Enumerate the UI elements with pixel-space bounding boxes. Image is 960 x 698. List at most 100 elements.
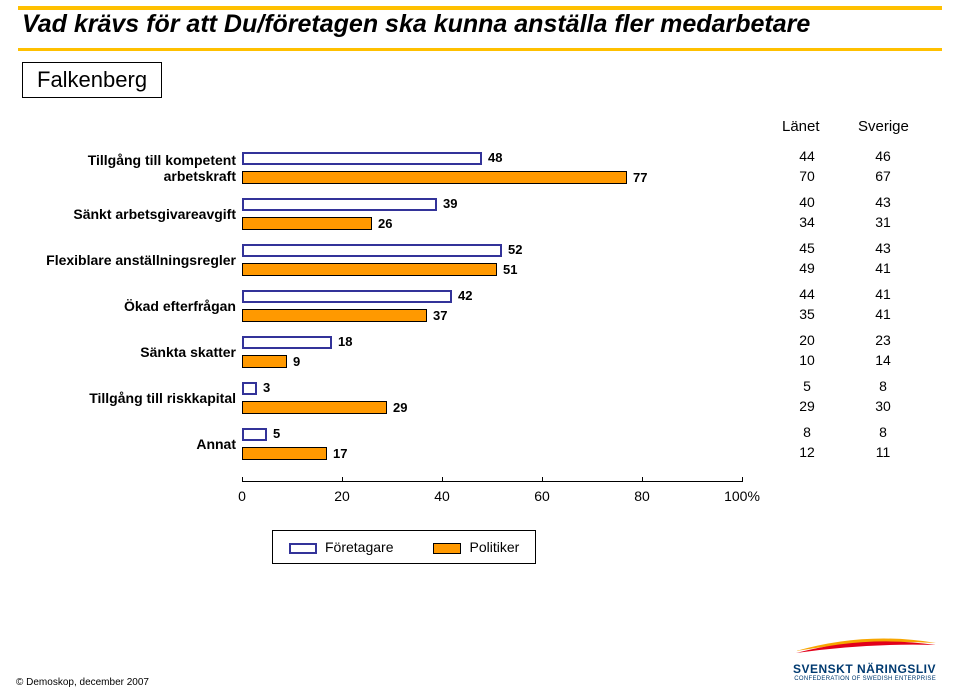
bar-value: 51 (503, 262, 517, 277)
bar-value: 48 (488, 150, 502, 165)
bar-value: 9 (293, 354, 300, 369)
bar-value: 52 (508, 242, 522, 257)
chart-row: Flexiblare anställningsregler 52 51 (22, 238, 742, 282)
logo-text: SVENSKT NÄRINGSLIV (793, 662, 936, 676)
bar-value: 77 (633, 170, 647, 185)
legend-item-politiker: Politiker (433, 539, 519, 555)
swatch-politiker (433, 543, 461, 554)
brand-logo: SVENSKT NÄRINGSLIV CONFEDERATION OF SWED… (793, 637, 936, 682)
bar-politiker (242, 355, 287, 368)
bar-value: 26 (378, 216, 392, 231)
side-value-lanet: 44 (782, 286, 832, 302)
x-tick-label: 40 (434, 488, 450, 504)
side-value-sverige: 11 (858, 444, 908, 460)
bar-politiker (242, 401, 387, 414)
bar-value: 17 (333, 446, 347, 461)
swoosh-icon (796, 637, 936, 655)
bar-chart: Tillgång till kompetent arbetskraft 48 77 S… (22, 142, 742, 522)
side-value-lanet: 34 (782, 214, 832, 230)
legend: Företagare Politiker (272, 530, 536, 564)
chart-row: Tillgång till riskkapital329 (22, 376, 742, 420)
x-tick-mark (742, 477, 743, 482)
side-value-sverige: 41 (858, 260, 908, 276)
bar-politiker (242, 447, 327, 460)
bar-value: 39 (443, 196, 457, 211)
bar-företagare (242, 382, 257, 395)
bar-value: 42 (458, 288, 472, 303)
legend-item-foretagare: Företagare (289, 539, 393, 555)
side-value-lanet: 40 (782, 194, 832, 210)
bar-företagare (242, 244, 502, 257)
side-value-sverige: 46 (858, 148, 908, 164)
col-header-sverige: Sverige (858, 118, 909, 135)
page-title: Vad krävs för att Du/företagen ska kunna… (22, 10, 810, 39)
bar-företagare (242, 336, 332, 349)
x-tick-label: 80 (634, 488, 650, 504)
bar-företagare (242, 290, 452, 303)
x-tick-mark (342, 477, 343, 482)
side-value-sverige: 23 (858, 332, 908, 348)
category-label: Annat (22, 436, 236, 452)
bar-företagare (242, 428, 267, 441)
side-value-sverige: 14 (858, 352, 908, 368)
category-label: Flexiblare anställningsregler (22, 252, 236, 268)
x-axis (242, 481, 742, 482)
bar-politiker (242, 217, 372, 230)
swatch-foretagare (289, 543, 317, 554)
bar-företagare (242, 198, 437, 211)
side-value-lanet: 8 (782, 424, 832, 440)
side-value-lanet: 49 (782, 260, 832, 276)
side-value-lanet: 35 (782, 306, 832, 322)
side-value-sverige: 43 (858, 240, 908, 256)
side-value-sverige: 41 (858, 306, 908, 322)
side-value-sverige: 8 (858, 424, 908, 440)
footer-copyright: © Demoskop, december 2007 (16, 677, 149, 688)
x-tick-label: 20 (334, 488, 350, 504)
legend-label: Politiker (469, 539, 519, 555)
side-value-sverige: 41 (858, 286, 908, 302)
x-tick-mark (442, 477, 443, 482)
side-value-lanet: 44 (782, 148, 832, 164)
category-label: Sänkt arbetsgivareavgift (22, 206, 236, 222)
bar-politiker (242, 309, 427, 322)
side-value-lanet: 45 (782, 240, 832, 256)
side-value-lanet: 29 (782, 398, 832, 414)
category-label: Tillgång till riskkapital (22, 390, 236, 406)
category-label: Tillgång till kompetent arbetskraft (22, 152, 236, 184)
side-value-lanet: 5 (782, 378, 832, 394)
side-value-lanet: 70 (782, 168, 832, 184)
bar-value: 3 (263, 380, 270, 395)
bar-politiker (242, 263, 497, 276)
chart-row: Sänkta skatter 18 9 (22, 330, 742, 374)
bar-företagare (242, 152, 482, 165)
logo-subtext: CONFEDERATION OF SWEDISH ENTERPRISE (793, 676, 936, 682)
chart-row: Tillgång till kompetent arbetskraft 48 77 (22, 146, 742, 190)
side-value-lanet: 12 (782, 444, 832, 460)
bar-value: 37 (433, 308, 447, 323)
category-label: Ökad efterfrågan (22, 298, 236, 314)
side-value-lanet: 10 (782, 352, 832, 368)
region-box: Falkenberg (22, 62, 162, 98)
side-value-sverige: 8 (858, 378, 908, 394)
category-label: Sänkta skatter (22, 344, 236, 360)
x-tick-label: 100% (724, 488, 760, 504)
side-value-sverige: 67 (858, 168, 908, 184)
x-tick-mark (242, 477, 243, 482)
side-value-lanet: 20 (782, 332, 832, 348)
side-value-sverige: 43 (858, 194, 908, 210)
chart-row: Ökad efterfrågan 42 37 (22, 284, 742, 328)
x-tick-label: 0 (238, 488, 246, 504)
legend-label: Företagare (325, 539, 393, 555)
chart-row: Annat 5 17 (22, 422, 742, 466)
x-tick-label: 60 (534, 488, 550, 504)
x-tick-mark (542, 477, 543, 482)
chart-row: Sänkt arbetsgivareavgift 39 26 (22, 192, 742, 236)
side-value-sverige: 31 (858, 214, 908, 230)
bar-value: 18 (338, 334, 352, 349)
rule-under-title (18, 48, 942, 51)
x-tick-mark (642, 477, 643, 482)
bar-value: 5 (273, 426, 280, 441)
bar-politiker (242, 171, 627, 184)
side-value-sverige: 30 (858, 398, 908, 414)
col-header-lanet: Länet (782, 118, 820, 135)
